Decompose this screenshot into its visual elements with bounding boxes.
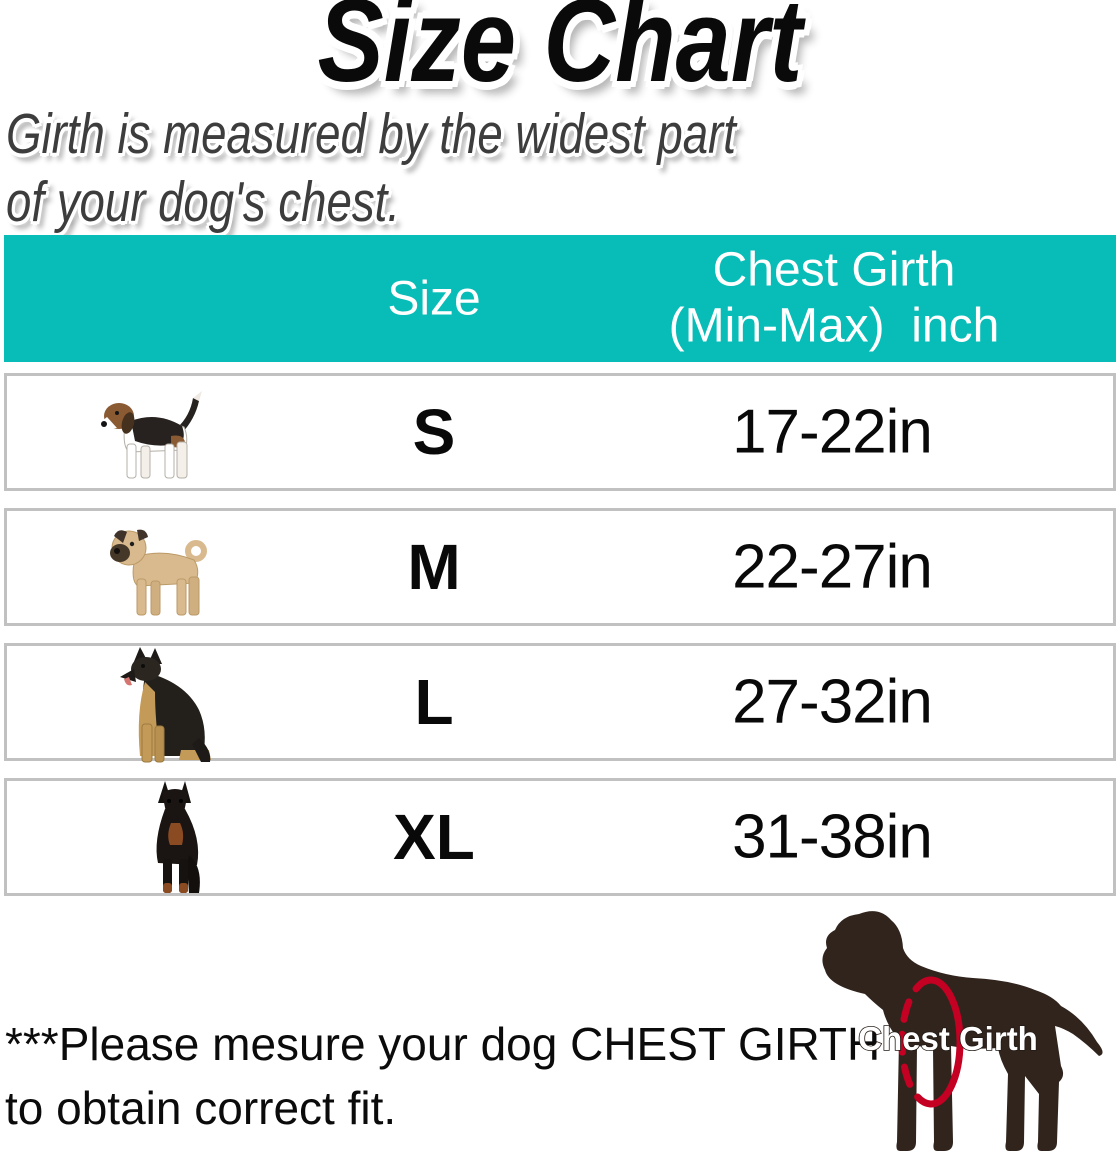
pug-photo xyxy=(110,529,207,616)
table-row-xl: XL 31-38in xyxy=(4,778,1116,896)
girth-value: 31-38in xyxy=(732,802,933,872)
chest-girth-diagram: Chest Girth xyxy=(822,911,1103,1151)
size-value: S xyxy=(412,396,456,468)
table-row-l: L 27-32in xyxy=(4,643,1116,763)
size-value: L xyxy=(414,666,454,738)
subtitle: Girth is measured by the widest part of … xyxy=(6,100,736,237)
girth-value: 27-32in xyxy=(732,667,933,737)
girth-ellipse-solid xyxy=(927,976,964,1108)
measure-note: ***Please mesure your dog CHEST GIRTH to… xyxy=(5,1012,880,1141)
girth-ellipse-dashed xyxy=(898,976,935,1108)
german-shepherd-photo xyxy=(120,647,211,763)
girth-value: 17-22in xyxy=(732,397,933,467)
size-value: M xyxy=(407,531,461,603)
table-row-m: M 22-27in xyxy=(4,508,1116,626)
table-row-s: S 17-22in xyxy=(4,373,1116,491)
beagle-photo xyxy=(101,391,202,479)
girth-value: 22-27in xyxy=(732,532,933,602)
measure-note-line2: to obtain correct fit. xyxy=(5,1082,397,1135)
subtitle-line1: Girth is measured by the widest part xyxy=(6,102,736,166)
doberman-photo xyxy=(156,781,200,893)
size-value: XL xyxy=(393,801,475,873)
subtitle-line2: of your dog's chest. xyxy=(6,170,400,235)
table-header: Size Chest Girth (Min-Max) inch xyxy=(4,235,1116,362)
column-header-size: Size xyxy=(387,272,481,325)
column-header-girth: Chest Girth (Min-Max) inch xyxy=(668,242,1000,353)
chest-girth-label: Chest Girth xyxy=(858,1020,1038,1057)
measure-note-line1: ***Please mesure your dog CHEST GIRTH xyxy=(5,1018,881,1070)
page-title: Size Chart xyxy=(317,0,803,107)
